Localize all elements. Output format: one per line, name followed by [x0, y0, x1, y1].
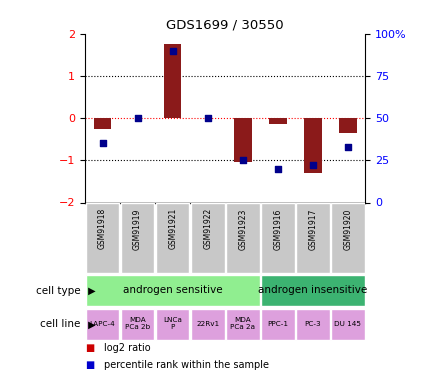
Point	[99, 141, 106, 147]
FancyBboxPatch shape	[261, 275, 365, 306]
Text: PC-3: PC-3	[305, 321, 321, 327]
Text: log2 ratio: log2 ratio	[104, 343, 151, 353]
Text: GSM91919: GSM91919	[133, 208, 142, 250]
FancyBboxPatch shape	[156, 203, 190, 273]
FancyBboxPatch shape	[156, 309, 190, 340]
Text: cell line: cell line	[40, 320, 81, 329]
Text: androgen sensitive: androgen sensitive	[123, 285, 222, 295]
Text: LAPC-4: LAPC-4	[90, 321, 116, 327]
Bar	[304, 118, 322, 173]
FancyBboxPatch shape	[121, 309, 154, 340]
Point	[239, 158, 246, 164]
Text: ■: ■	[85, 360, 94, 370]
FancyBboxPatch shape	[261, 309, 295, 340]
Bar	[234, 118, 252, 162]
Text: percentile rank within the sample: percentile rank within the sample	[104, 360, 269, 370]
Point	[169, 48, 176, 54]
Text: MDA
PCa 2a: MDA PCa 2a	[230, 317, 255, 330]
Text: ▶: ▶	[85, 320, 95, 329]
Point	[275, 166, 281, 172]
Text: GSM91923: GSM91923	[238, 208, 247, 250]
Bar	[94, 118, 111, 129]
FancyBboxPatch shape	[191, 203, 224, 273]
FancyBboxPatch shape	[86, 309, 119, 340]
Text: DU 145: DU 145	[334, 321, 362, 327]
Text: ▶: ▶	[85, 286, 95, 296]
Text: ■: ■	[85, 343, 94, 353]
Text: PPC-1: PPC-1	[267, 321, 288, 327]
Text: LNCa
P: LNCa P	[163, 317, 182, 330]
Bar	[269, 118, 286, 124]
FancyBboxPatch shape	[331, 203, 365, 273]
Title: GDS1699 / 30550: GDS1699 / 30550	[167, 18, 284, 31]
Text: GSM91921: GSM91921	[168, 208, 177, 249]
FancyBboxPatch shape	[331, 309, 365, 340]
Point	[309, 162, 316, 168]
FancyBboxPatch shape	[86, 275, 260, 306]
Text: GSM91918: GSM91918	[98, 208, 107, 249]
Text: GSM91920: GSM91920	[343, 208, 352, 250]
FancyBboxPatch shape	[226, 203, 260, 273]
Text: MDA
PCa 2b: MDA PCa 2b	[125, 317, 150, 330]
Point	[345, 144, 351, 150]
FancyBboxPatch shape	[121, 203, 154, 273]
FancyBboxPatch shape	[261, 203, 295, 273]
Text: GSM91917: GSM91917	[309, 208, 317, 250]
FancyBboxPatch shape	[296, 309, 330, 340]
Text: GSM91916: GSM91916	[273, 208, 282, 250]
FancyBboxPatch shape	[296, 203, 330, 273]
FancyBboxPatch shape	[191, 309, 224, 340]
Bar	[339, 118, 357, 133]
Point	[134, 115, 141, 121]
Text: cell type: cell type	[36, 286, 81, 296]
Bar	[164, 44, 181, 118]
Point	[204, 115, 211, 121]
Text: 22Rv1: 22Rv1	[196, 321, 219, 327]
Text: androgen insensitive: androgen insensitive	[258, 285, 368, 295]
Text: GSM91922: GSM91922	[203, 208, 212, 249]
FancyBboxPatch shape	[86, 203, 119, 273]
FancyBboxPatch shape	[226, 309, 260, 340]
